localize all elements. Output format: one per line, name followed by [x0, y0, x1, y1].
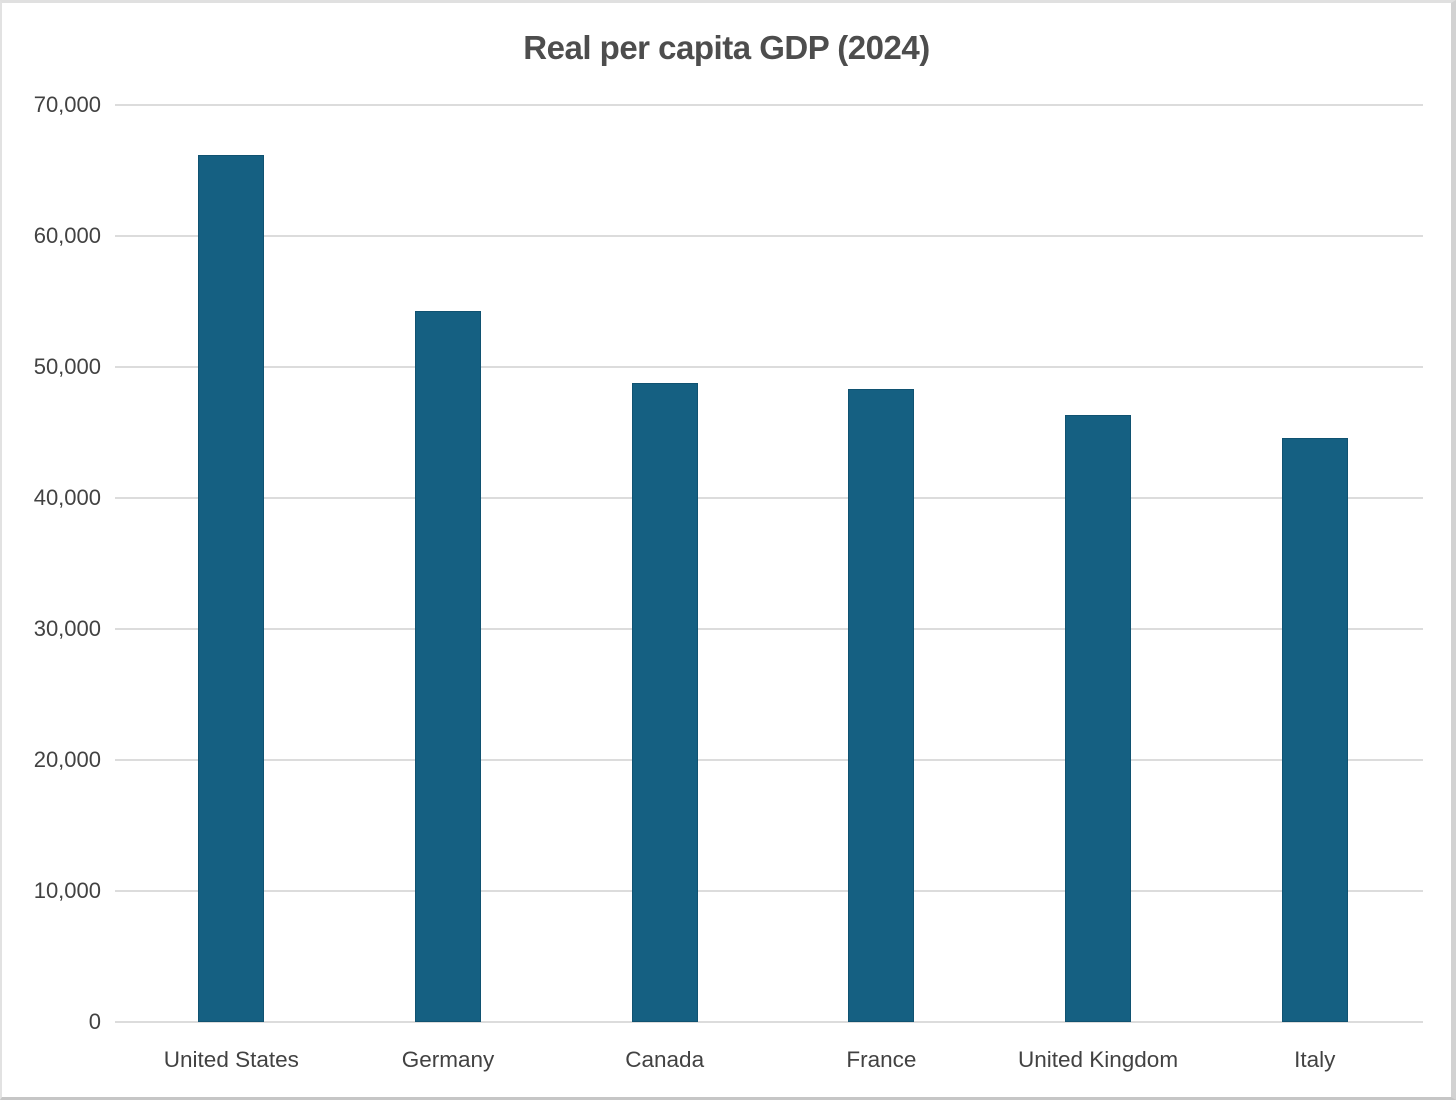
plot-area	[115, 104, 1423, 1023]
bar-slot-canada	[556, 105, 773, 1022]
gridline-20000	[115, 759, 1423, 761]
y-tick-label-20000: 20,000	[33, 747, 101, 772]
gridline-30000	[115, 628, 1423, 630]
bar-canada	[631, 382, 698, 1022]
y-tick-label-30000: 30,000	[33, 616, 101, 641]
gridline-60000	[115, 235, 1423, 237]
bar-united-kingdom	[1065, 415, 1132, 1022]
gridline-70000	[115, 104, 1423, 106]
bar-slot-italy	[1206, 105, 1423, 1022]
bar-slot-france	[773, 105, 990, 1022]
x-tick-label-united-kingdom: United Kingdom	[1017, 1047, 1179, 1072]
gridline-50000	[115, 366, 1423, 368]
bar-germany	[415, 310, 481, 1022]
x-tick-label-france: France	[846, 1047, 917, 1072]
gridline-0	[115, 1021, 1423, 1023]
x-tick-label-germany: Germany	[401, 1047, 495, 1072]
bar-slot-united-kingdom	[990, 105, 1207, 1022]
x-tick-label-italy: Italy	[1294, 1047, 1336, 1072]
bar-italy	[1281, 437, 1348, 1022]
gridline-40000	[115, 497, 1423, 499]
x-tick-label-united-states: United States	[163, 1047, 299, 1072]
y-tick-label-0: 0	[88, 1009, 101, 1034]
gridline-10000	[115, 890, 1423, 892]
x-tick-label-canada: Canada	[625, 1047, 705, 1072]
x-axis-category-labels: United States Germany Canada France United K…	[123, 1047, 1423, 1073]
bar-slot-germany	[340, 105, 557, 1022]
y-tick-label-10000: 10,000	[33, 878, 101, 903]
chart-title: Real per capita GDP (2024)	[523, 29, 930, 66]
y-tick-label-40000: 40,000	[33, 485, 101, 510]
bar-series	[123, 105, 1423, 1022]
y-tick-label-60000: 60,000	[33, 223, 101, 248]
y-tick-label-50000: 50,000	[33, 354, 101, 379]
y-tick-label-70000: 70,000	[33, 92, 101, 117]
y-axis-tick-labels: 0 10,000 20,000 30,000 40,000 50,000 60,000 70,…	[2, 92, 101, 1034]
bar-france	[848, 389, 915, 1022]
bar-slot-united-states	[123, 105, 340, 1022]
bar-united-states	[198, 154, 265, 1022]
